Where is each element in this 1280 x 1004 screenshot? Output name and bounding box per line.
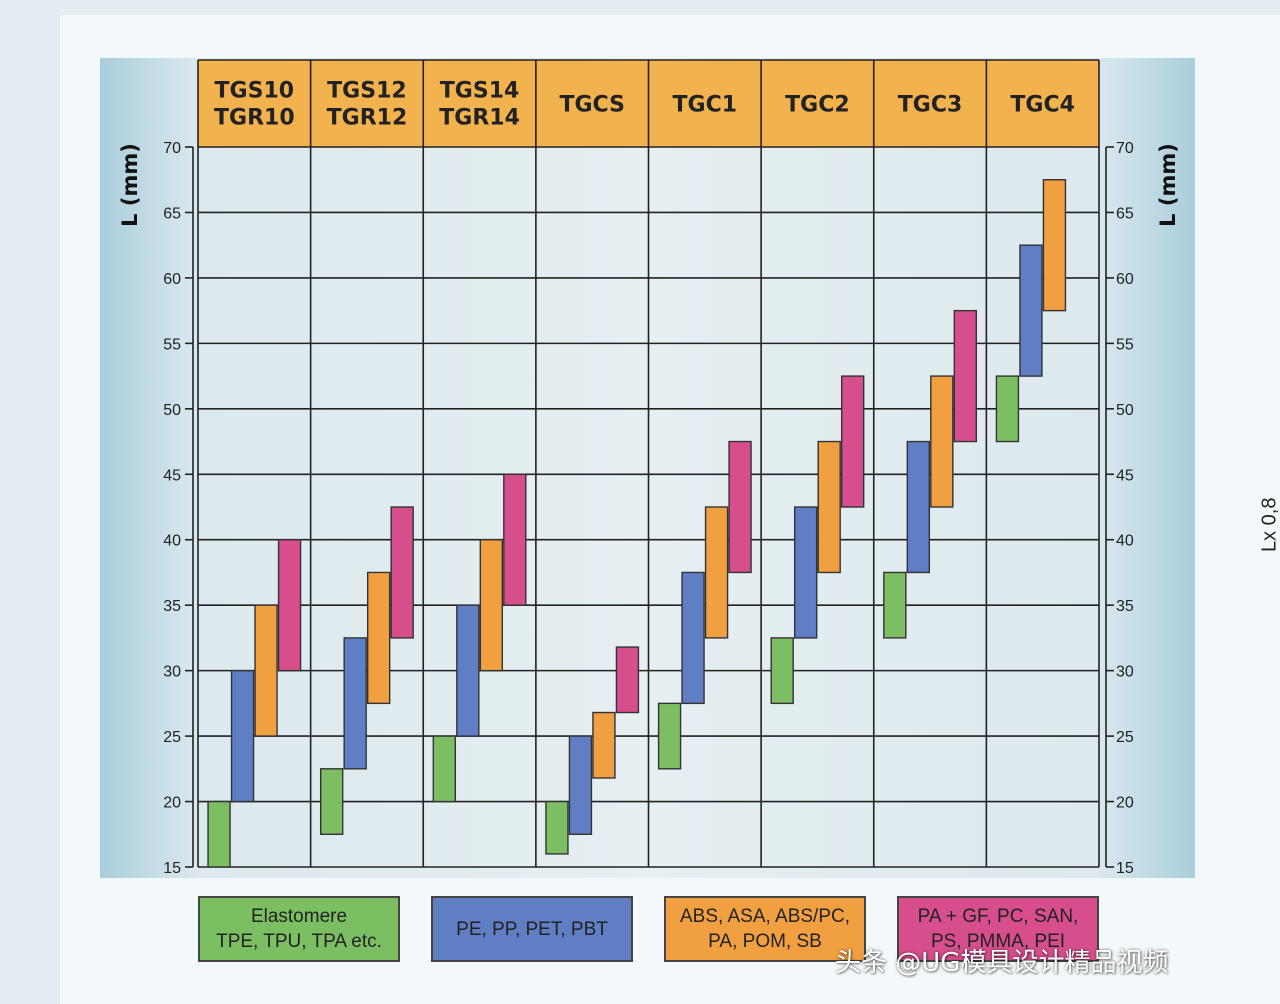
range-bar [343,637,367,770]
range-bar [817,440,841,574]
range-bar [995,375,1020,443]
range-bar [728,440,752,574]
y-tick-label-right: 45 [1116,467,1134,484]
legend-label-line1: Elastomere [250,906,348,927]
y-tick-label-left: 40 [163,533,181,550]
range-bar [254,604,278,737]
range-bar [681,571,705,705]
y-tick-label-right: 55 [1116,336,1134,353]
category-label: TGC3 [898,93,963,118]
range-bar [657,702,682,770]
range-bar [615,646,640,714]
range-bar [456,604,480,737]
range-bar [906,440,931,574]
y-axis-title-right: L (mm) [1156,143,1180,227]
range-bar [230,669,255,803]
range-bar [545,800,569,855]
legend-label-line1: ABS, ASA, ABS/PC, [679,906,851,927]
range-bar [953,309,978,443]
range-bar [390,506,414,639]
range-bar [568,735,593,835]
range-bar [930,375,954,508]
category-label: TGC1 [673,93,738,118]
range-bar [503,473,527,606]
range-bar [592,711,616,779]
range-bar [319,768,344,835]
legend-item-abs-asa: ABS, ASA, ABS/PC, PA, POM, SB [664,896,866,962]
y-tick-label-left: 45 [163,467,181,484]
range-bar [432,735,457,803]
range-bar [840,375,865,508]
y-tick-label-left: 70 [163,140,181,157]
category-label: TGS10 [215,79,295,104]
range-bar [366,571,391,705]
y-tick-label-right: 25 [1116,729,1134,746]
y-tick-label-left: 15 [163,860,181,877]
legend-item-elastomere: Elastomere TPE, TPU, TPA etc. [198,896,400,962]
y-tick-label-right: 40 [1116,533,1134,550]
y-tick-label-right: 70 [1116,140,1134,157]
y-tick-label-right: 65 [1116,205,1134,222]
category-label: TGR10 [214,106,295,131]
y-tick-label-right: 20 [1116,795,1134,812]
range-bar [704,506,729,639]
range-bar [793,506,818,639]
y-tick-label-right: 15 [1116,860,1134,877]
y-axis-title-left: L (mm) [118,143,142,227]
category-label: TGC2 [785,93,850,118]
range-bar [207,800,231,868]
category-label: TGS12 [327,79,407,104]
range-bar [1019,244,1043,377]
y-tick-label-left: 65 [163,205,181,222]
chart-background [100,58,1195,878]
legend-item-pa-gf: PA + GF, PC, SAN, PS, PMMA, PEI [897,896,1099,962]
range-bar [883,571,907,639]
y-tick-label-right: 60 [1116,271,1134,288]
y-tick-label-right: 35 [1116,598,1134,615]
category-label: TGR12 [327,106,408,131]
range-bar [770,637,794,705]
range-bar [277,539,302,672]
y-tick-label-left: 55 [163,336,181,353]
y-tick-label-left: 25 [163,729,181,746]
watermark: 头条 @UG模具设计精品视频 [835,948,1169,978]
category-label: TGR14 [439,106,520,131]
y-tick-label-right: 50 [1116,402,1134,419]
category-label: TGS14 [440,79,520,104]
y-tick-label-left: 20 [163,795,181,812]
legend-label-line1: PE, PP, PET, PBT [456,918,608,940]
legend-label-line2: TPE, TPU, TPA etc. [216,931,382,952]
category-label: TGC4 [1010,93,1075,118]
y-tick-label-right: 30 [1116,664,1134,681]
y-tick-label-left: 60 [163,271,181,288]
legend-label-line1: PA + GF, PC, SAN, [917,906,1079,927]
y-tick-label-left: 50 [163,402,181,419]
range-bar [479,539,504,672]
legend-label-line2: PS, PMMA, PEI [930,931,1066,952]
category-label: TGCS [559,93,624,118]
range-bar [1042,179,1067,312]
y-tick-label-left: 35 [163,598,181,615]
legend-label-line2: PA, POM, SB [708,931,822,952]
legend-item-pe-pp: PE, PP, PET, PBT [431,896,633,962]
right-axis-note: Lx 0,8 [1258,497,1280,552]
y-tick-label-left: 30 [163,664,181,681]
